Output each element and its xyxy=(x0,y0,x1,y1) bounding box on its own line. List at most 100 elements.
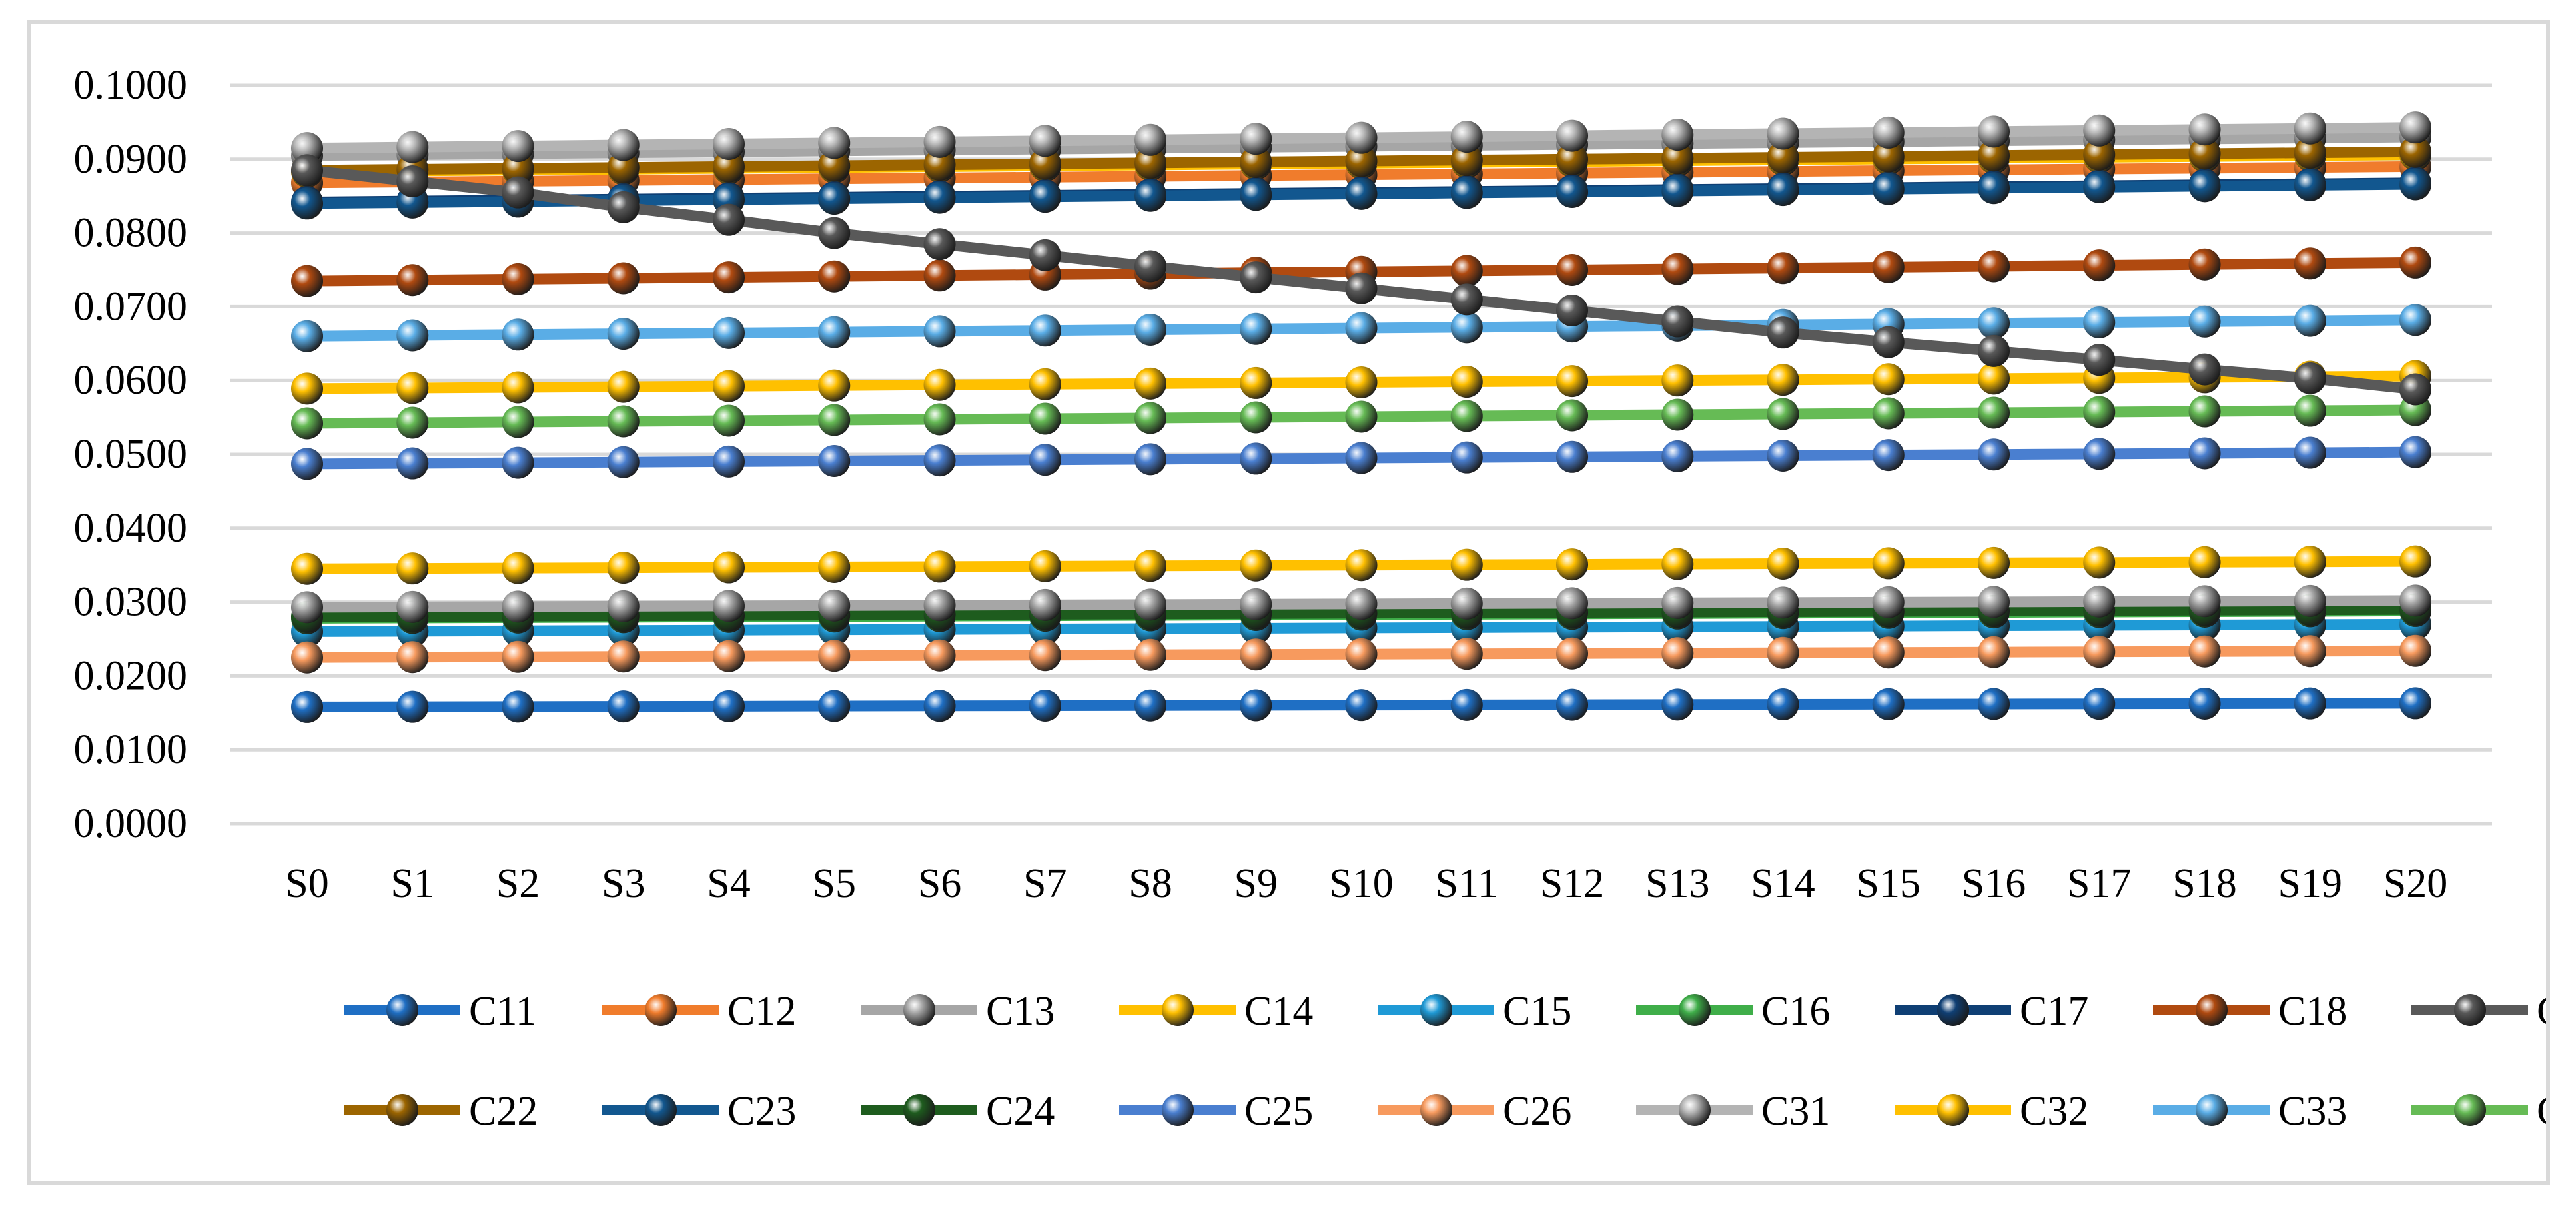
data-point xyxy=(1978,396,2010,429)
data-point xyxy=(923,403,956,436)
legend-item-c11: C11 xyxy=(344,989,536,1034)
data-point xyxy=(2083,138,2116,171)
data-point xyxy=(1240,179,1272,211)
data-point xyxy=(1345,177,1378,210)
x-tick-label: S4 xyxy=(707,861,750,906)
data-point xyxy=(1029,689,1061,722)
data-point xyxy=(1978,115,2010,148)
data-point xyxy=(291,154,323,187)
legend-marker xyxy=(1679,1094,1711,1126)
data-point xyxy=(713,551,745,584)
data-point xyxy=(1661,119,1694,151)
data-point xyxy=(1978,636,2010,668)
data-point xyxy=(1661,142,1694,175)
data-point xyxy=(1872,326,1905,358)
chart-frame: 0.0000 0.0100 0.0200 0.0300 0.0400 0.0500 0.06… xyxy=(27,20,2576,1185)
data-point xyxy=(1450,144,1483,177)
data-point xyxy=(1134,147,1166,179)
line-chart: 0.0000 0.0100 0.0200 0.0300 0.0400 0.0500 0.06… xyxy=(74,63,2576,1134)
legend-item-c26: C26 xyxy=(1378,1089,1571,1134)
data-point xyxy=(1240,401,1272,434)
legend-label: C26 xyxy=(1503,1089,1571,1134)
data-point xyxy=(607,446,640,478)
data-point xyxy=(1240,366,1272,399)
data-point xyxy=(1872,688,1905,720)
data-point xyxy=(713,640,745,672)
y-tick-label: 0.0500 xyxy=(74,432,188,477)
data-point xyxy=(1767,174,1799,207)
data-point xyxy=(1767,252,1799,285)
data-point xyxy=(1240,312,1272,345)
legend-marker xyxy=(2196,994,2228,1026)
data-point xyxy=(1767,364,1799,396)
legend-item-c16: C16 xyxy=(1636,989,1830,1034)
data-point xyxy=(1240,123,1272,155)
data-point xyxy=(2083,585,2116,618)
x-tick-label: S3 xyxy=(602,861,645,906)
data-point xyxy=(1029,314,1061,347)
data-point xyxy=(2083,438,2116,470)
data-point xyxy=(2188,437,2221,470)
data-point xyxy=(502,590,534,623)
y-tick-label: 0.0700 xyxy=(74,284,188,329)
data-point xyxy=(713,690,745,722)
data-point xyxy=(923,315,956,348)
data-point xyxy=(2294,304,2326,337)
data-point xyxy=(1978,307,2010,340)
data-point xyxy=(607,370,640,403)
data-point xyxy=(1450,587,1483,620)
y-axis-ticks: 0.0000 0.0100 0.0200 0.0300 0.0400 0.0500 0.06… xyxy=(74,63,188,846)
data-point xyxy=(2083,396,2116,428)
data-point xyxy=(607,552,640,584)
data-point xyxy=(396,641,429,674)
data-point xyxy=(2294,635,2326,668)
data-point xyxy=(1450,638,1483,670)
data-point xyxy=(1450,548,1483,581)
data-point xyxy=(1345,400,1378,433)
data-point xyxy=(2188,353,2221,386)
data-point xyxy=(1661,586,1694,619)
data-point xyxy=(1556,365,1588,398)
data-point xyxy=(291,320,323,352)
data-point xyxy=(1661,364,1694,397)
data-point xyxy=(713,150,745,183)
data-point xyxy=(818,589,851,622)
data-point xyxy=(1134,443,1166,476)
data-point xyxy=(2294,687,2326,720)
data-point xyxy=(2294,137,2326,169)
data-point xyxy=(1872,363,1905,396)
data-point xyxy=(1872,636,1905,669)
data-point xyxy=(1345,312,1378,344)
data-point xyxy=(1345,272,1378,304)
legend-label: C24 xyxy=(986,1089,1055,1134)
data-point xyxy=(607,590,640,622)
legend-marker xyxy=(2454,994,2486,1026)
x-tick-label: S14 xyxy=(1751,861,1815,906)
data-point xyxy=(291,407,323,440)
data-point xyxy=(1134,123,1166,156)
data-point xyxy=(2188,546,2221,578)
data-point xyxy=(1767,688,1799,721)
y-tick-label: 0.0300 xyxy=(74,580,188,625)
legend-item-c33: C33 xyxy=(2153,1089,2347,1134)
legend-item-c15: C15 xyxy=(1378,989,1571,1034)
data-point xyxy=(1345,638,1378,670)
data-point xyxy=(2083,249,2116,282)
data-point xyxy=(713,590,745,622)
data-point xyxy=(2188,687,2221,720)
data-point xyxy=(1134,313,1166,346)
data-point xyxy=(1029,181,1061,213)
data-point xyxy=(1029,125,1061,157)
data-point xyxy=(1767,398,1799,430)
data-point xyxy=(396,690,429,723)
data-point xyxy=(2188,137,2221,170)
data-point xyxy=(2083,636,2116,668)
data-point xyxy=(1240,689,1272,722)
legend-marker xyxy=(645,994,677,1026)
data-point xyxy=(923,125,956,158)
data-point xyxy=(1767,636,1799,669)
data-point xyxy=(1134,367,1166,400)
data-point xyxy=(818,690,851,722)
data-point xyxy=(1872,251,1905,283)
data-point xyxy=(1345,549,1378,582)
